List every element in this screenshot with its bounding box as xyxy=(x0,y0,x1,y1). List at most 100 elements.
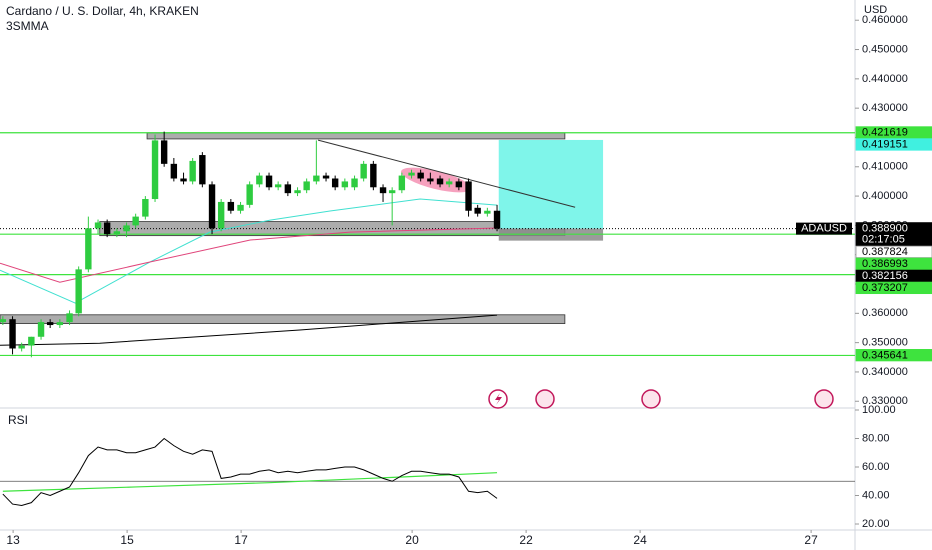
moving-average xyxy=(0,227,498,283)
candle-body xyxy=(0,319,7,323)
rsi-ma xyxy=(2,472,498,492)
price-badge xyxy=(855,138,932,151)
candle-body xyxy=(294,190,301,194)
candle-body xyxy=(9,319,16,349)
y-tick-label: 0.410000 xyxy=(862,161,908,173)
x-tick-label: 27 xyxy=(804,533,818,547)
indicator-label: 3SMMA xyxy=(6,19,49,33)
x-tick-label: 17 xyxy=(234,533,248,547)
price-badge xyxy=(855,257,932,271)
candle-body xyxy=(199,155,206,185)
candle-body xyxy=(160,140,168,164)
candle-body xyxy=(445,181,453,185)
candle-body xyxy=(427,178,434,182)
candle-body xyxy=(484,210,491,214)
y-tick-label: 0.360000 xyxy=(862,307,908,319)
candle-body xyxy=(417,172,424,179)
price-badge xyxy=(855,269,932,283)
candle-body xyxy=(265,175,273,188)
candle-body xyxy=(37,322,45,337)
y-tick-label: 0.400000 xyxy=(862,190,908,202)
y-tick-label: 0.340000 xyxy=(862,366,908,378)
price-badge xyxy=(855,281,932,295)
rsi-y-tick-label: 40.00 xyxy=(862,489,890,501)
candle-body xyxy=(408,172,415,176)
price-badge-label: 0.345641 xyxy=(862,349,908,361)
y-tick-label: 0.460000 xyxy=(862,14,908,26)
candle-body xyxy=(246,184,253,205)
candle-body xyxy=(388,190,396,194)
candle-body xyxy=(379,187,387,194)
candle-body xyxy=(28,336,35,346)
price-badge-label: 0.387824 xyxy=(862,246,908,258)
candle-body xyxy=(436,178,444,185)
candle-body xyxy=(274,184,282,188)
candle-body xyxy=(237,204,244,211)
candle-body xyxy=(303,181,310,191)
x-tick-label: 24 xyxy=(633,533,647,547)
candle-body xyxy=(46,322,54,326)
candle-body xyxy=(18,345,25,349)
price-badge-label: 0.421619 xyxy=(862,127,908,139)
candle-body xyxy=(170,163,178,179)
price-badge xyxy=(855,349,932,362)
price-badge-label: 0.382156 xyxy=(862,270,908,282)
candle-body xyxy=(142,199,149,217)
candle-body xyxy=(189,160,196,182)
moving-average xyxy=(0,198,498,304)
symbol-label: ADAUSD xyxy=(801,223,847,235)
position-target xyxy=(498,139,604,229)
event-icon[interactable] xyxy=(641,389,661,409)
y-tick-label: 0.350000 xyxy=(862,337,908,349)
rsi-y-tick-label: 100.00 xyxy=(862,404,896,416)
candle-body xyxy=(455,181,463,188)
event-lightning xyxy=(495,393,502,405)
candle-body xyxy=(256,175,263,185)
y-tick-label: 0.330000 xyxy=(862,395,908,407)
event-icon[interactable] xyxy=(814,389,834,409)
rsi-title: RSI xyxy=(8,413,28,427)
candle-body xyxy=(56,322,64,326)
events xyxy=(488,389,834,409)
countdown: 02:17:05 xyxy=(862,234,905,246)
price-badge xyxy=(855,222,932,247)
rsi-y-tick-label: 60.00 xyxy=(862,461,890,473)
candle-body xyxy=(132,216,139,226)
candle-body xyxy=(123,225,130,232)
candle-body xyxy=(227,201,235,211)
candle-body xyxy=(474,207,481,214)
rsi-y-tick-label: 80.00 xyxy=(862,432,890,444)
candle-body xyxy=(313,175,320,182)
symbol-badge xyxy=(796,222,852,235)
price-badge xyxy=(855,245,932,259)
candle-body xyxy=(465,181,472,211)
candle-body xyxy=(66,313,73,323)
x-tick-label: 13 xyxy=(6,533,20,547)
price-badge-label: 0.373207 xyxy=(862,282,908,294)
chart-title: Cardano / U. S. Dollar, 4h, KRAKEN xyxy=(6,4,199,18)
price-badge-label: 0.388900 xyxy=(862,223,908,235)
price-badge-label: 0.419151 xyxy=(862,139,908,151)
candle-body xyxy=(75,269,82,314)
candle-body xyxy=(370,163,377,188)
candle-body xyxy=(322,175,330,179)
candle-body xyxy=(217,201,225,229)
currency-label: USD xyxy=(864,4,887,16)
candle-body xyxy=(398,175,406,191)
x-tick-label: 22 xyxy=(519,533,533,547)
x-tick-label: 15 xyxy=(120,533,134,547)
candle-body xyxy=(341,181,349,188)
y-tick-label: 0.430000 xyxy=(862,102,908,114)
rsi-y-tick-label: 20.00 xyxy=(862,518,890,530)
candle-body xyxy=(284,184,292,194)
trendline xyxy=(317,139,576,208)
candle-body xyxy=(493,210,501,229)
candle-body xyxy=(151,140,159,200)
y-tick-label: 0.440000 xyxy=(862,73,908,85)
candle-body xyxy=(180,178,187,182)
event-icon[interactable] xyxy=(535,389,555,409)
zone xyxy=(0,314,566,324)
candle-body xyxy=(331,178,339,188)
